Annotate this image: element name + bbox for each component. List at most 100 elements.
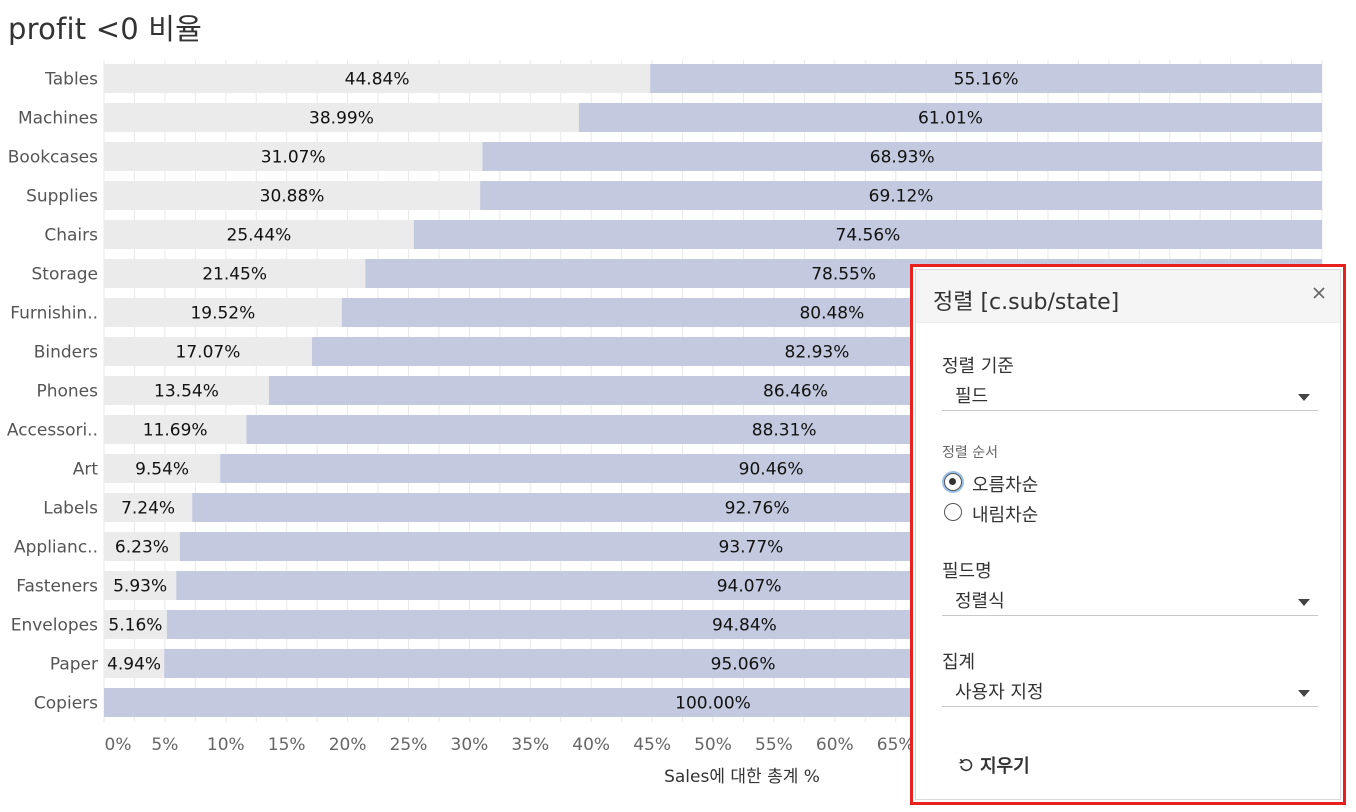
category-label: Bookcases [8,148,98,168]
category-label: Machines [18,109,98,129]
aggregation-value: 사용자 지정 [955,682,1044,703]
x-tick-label: 0% [105,735,132,755]
x-tick-label: 50% [694,735,732,755]
bar-loss-share [104,376,269,405]
x-tick-label: 45% [633,735,671,755]
bar-loss-share [104,64,651,93]
sort-dialog-title: 정렬 [c.sub/state] [933,290,1120,315]
data-label: 11.69% [143,421,208,441]
chart-title: profit <0 비율 [8,12,203,46]
data-label: 82.93% [785,343,850,363]
descending-label: 내림차순 [972,505,1039,526]
category-label: Art [73,460,99,480]
data-label: 30.88% [260,187,325,207]
data-label: 69.12% [869,187,934,207]
ascending-label: 오름차순 [972,475,1039,496]
category-label: Chairs [44,226,98,246]
x-tick-label: 65% [877,735,915,755]
data-label: 78.55% [811,265,876,285]
bar-remaining-share [482,142,1322,171]
data-label: 5.93% [113,577,167,597]
data-label: 100.00% [675,694,751,714]
bar-loss-share [104,220,414,249]
category-label: Accessori.. [7,421,98,441]
data-label: 68.93% [870,148,935,168]
bar-loss-share [104,493,193,522]
data-label: 5.16% [108,616,162,636]
category-label: Furnishin.. [10,304,98,324]
bar-loss-share [104,532,180,561]
field-name-label: 필드명 [942,561,992,582]
bar-loss-share [104,103,579,132]
bar-loss-share [104,337,312,366]
x-tick-label: 10% [207,735,245,755]
category-label: Fasteners [16,577,98,597]
radio-checked-icon [944,473,962,491]
x-tick-label: 15% [268,735,306,755]
data-label: 55.16% [954,70,1019,90]
chevron-down-icon [1298,690,1310,697]
category-label: Phones [36,382,98,402]
category-label: Copiers [34,694,98,714]
data-label: 95.06% [711,655,776,675]
sort-by-dropdown[interactable]: 필드 [942,380,1318,411]
data-label: 31.07% [261,148,326,168]
bar-loss-share [104,298,342,327]
reset-icon [959,758,973,772]
sort-dialog: 정렬 [c.sub/state] 정렬 기준 필드 정렬 순서 오름차순 내림차… [910,264,1346,805]
bar-remaining-share [578,103,1322,132]
data-label: 61.01% [918,109,983,129]
x-tick-label: 55% [755,735,793,755]
data-label: 19.52% [190,304,255,324]
sort-by-value: 필드 [955,386,989,407]
data-label: 6.23% [115,538,169,558]
sort-by-label: 정렬 기준 [942,356,1014,377]
bar-loss-share [104,610,167,639]
x-tick-label: 25% [390,735,428,755]
sort-dialog-header: 정렬 [c.sub/state] [916,270,1340,323]
data-label: 88.31% [752,421,817,441]
data-label: 4.94% [107,655,161,675]
field-name-value: 정렬식 [955,591,1005,612]
bar-loss-share [104,454,221,483]
bar-remaining-share [480,181,1322,210]
clear-label: 지우기 [980,756,1030,777]
data-label: 38.99% [309,109,374,129]
sort-order-label: 정렬 순서 [942,445,998,461]
data-label: 94.84% [712,616,777,636]
bar-loss-share [104,142,483,171]
x-tick-label: 20% [329,735,367,755]
category-label: Paper [50,655,98,675]
bar-remaining-share [650,64,1322,93]
field-name-dropdown[interactable]: 정렬식 [942,585,1318,616]
radio-unchecked-icon [944,503,962,521]
category-label: Tables [44,70,98,90]
bar-loss-share [104,571,177,600]
category-label: Binders [34,343,98,363]
category-label: Supplies [26,187,98,207]
clear-button[interactable]: 지우기 [958,752,1030,778]
x-tick-label: 35% [511,735,549,755]
aggregation-dropdown[interactable]: 사용자 지정 [942,676,1318,707]
close-icon[interactable] [1310,284,1328,302]
data-label: 44.84% [345,70,410,90]
chevron-down-icon [1298,394,1310,401]
bar-loss-share [104,649,165,678]
x-tick-label: 30% [451,735,489,755]
bar-loss-share [104,181,481,210]
bar-remaining-share [413,220,1322,249]
data-label: 92.76% [725,499,790,519]
data-label: 80.48% [799,304,864,324]
data-label: 13.54% [154,382,219,402]
data-label: 86.46% [763,382,828,402]
bar-loss-share [104,259,366,288]
data-label: 90.46% [739,460,804,480]
data-label: 25.44% [227,226,292,246]
data-label: 9.54% [135,460,189,480]
category-label: Envelopes [11,616,98,636]
data-label: 7.24% [121,499,175,519]
x-tick-label: 60% [816,735,854,755]
category-label: Storage [31,265,98,285]
x-tick-label: 40% [572,735,610,755]
data-label: 93.77% [719,538,784,558]
